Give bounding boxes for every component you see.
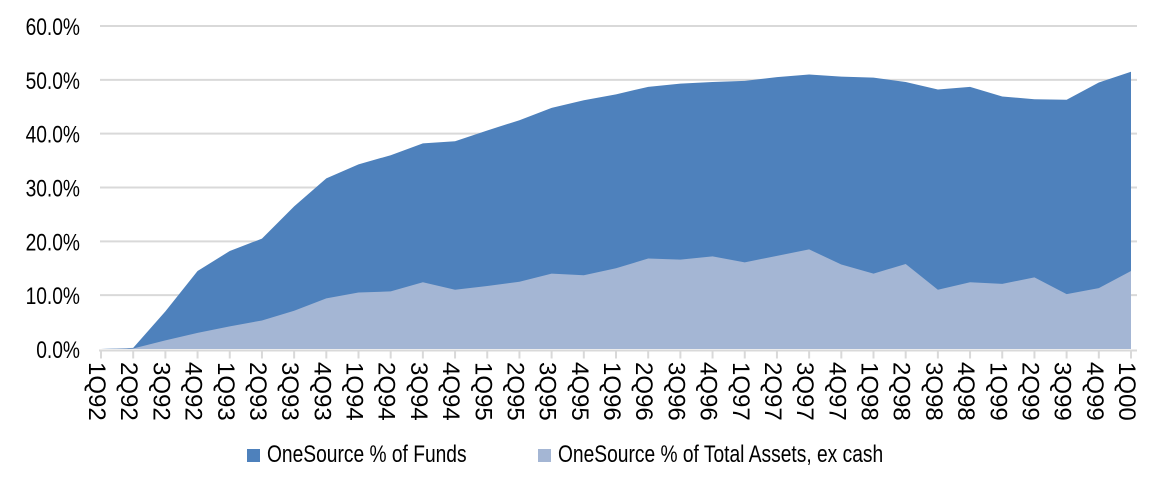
x-axis-label: 4Q95 xyxy=(566,362,593,421)
x-axis-label: 1Q92 xyxy=(83,362,110,421)
x-tick-marks xyxy=(100,351,1132,359)
x-axis-label: 4Q96 xyxy=(695,362,722,421)
x-axis-label: 3Q94 xyxy=(405,362,432,421)
y-axis-label: 50.0% xyxy=(26,67,80,95)
x-axis-label: 2Q92 xyxy=(115,362,142,421)
chart-legend: OneSource % of Funds OneSource % of Tota… xyxy=(0,443,1152,467)
y-axis-labels: 0.0% 10.0% 20.0% 30.0% 40.0% 50.0% 60.0% xyxy=(26,13,80,364)
x-axis-label: 3Q92 xyxy=(147,362,174,421)
x-axis-label: 1Q99 xyxy=(984,362,1011,421)
legend-label-assets: OneSource % of Total Assets, ex cash xyxy=(558,441,884,468)
y-axis-label-group: 20.0% xyxy=(26,228,80,256)
y-axis-label-group: 50.0% xyxy=(26,67,80,95)
x-axis-label: 1Q97 xyxy=(727,362,754,421)
y-axis-label: 30.0% xyxy=(26,174,80,202)
x-axis-label: 3Q97 xyxy=(791,362,818,421)
x-axis-label: 1Q93 xyxy=(212,362,239,421)
series-area-assets xyxy=(101,249,1131,349)
legend-label-funds: OneSource % of Funds xyxy=(267,441,467,468)
x-axis-label: 2Q95 xyxy=(501,362,528,421)
x-axis-label: 2Q99 xyxy=(1016,362,1043,421)
x-axis-label: 2Q97 xyxy=(759,362,786,421)
x-axis-label: 1Q98 xyxy=(856,362,883,421)
y-axis-label: 60.0% xyxy=(26,13,80,41)
y-axis-label-group: 10.0% xyxy=(26,282,80,310)
y-axis-label-group: 0.0% xyxy=(36,336,80,364)
y-axis-label: 0.0% xyxy=(36,336,80,364)
x-axis-labels: 1Q92 2Q92 3Q92 4Q92 1Q93 2Q93 3Q93 4Q93 1Q94 2Q94… xyxy=(83,362,1140,421)
x-axis-label: 1Q96 xyxy=(598,362,625,421)
y-axis-label-group: 40.0% xyxy=(26,121,80,149)
x-axis-label: 4Q98 xyxy=(952,362,979,421)
x-axis-label: 3Q93 xyxy=(276,362,303,421)
x-axis-label: 1Q94 xyxy=(341,362,368,421)
x-axis-label: 3Q96 xyxy=(662,362,689,421)
x-axis-label: 2Q98 xyxy=(888,362,915,421)
x-axis-label: 3Q99 xyxy=(1049,362,1076,421)
x-axis-label: 4Q94 xyxy=(437,362,464,421)
legend-swatch-funds-icon xyxy=(247,448,260,462)
y-axis-label: 10.0% xyxy=(26,282,80,310)
x-axis-label: 3Q98 xyxy=(920,362,947,421)
x-axis-label: 4Q93 xyxy=(308,362,335,421)
series-areas xyxy=(101,71,1131,349)
legend-item-funds: OneSource % of Funds xyxy=(247,443,516,467)
x-axis-label: 2Q93 xyxy=(244,362,271,421)
y-axis-label-group: 30.0% xyxy=(26,174,80,202)
x-axis-label: 1Q95 xyxy=(469,362,496,421)
y-axis-label: 20.0% xyxy=(26,228,80,256)
x-axis-label: 4Q97 xyxy=(823,362,850,421)
legend-swatch-assets-icon xyxy=(538,448,551,462)
x-axis-label: 2Q94 xyxy=(373,362,400,421)
x-axis-label: 4Q99 xyxy=(1081,362,1108,421)
legend-item-assets: OneSource % of Total Assets, ex cash xyxy=(538,443,964,467)
y-axis-label-group: 60.0% xyxy=(26,13,80,41)
x-axis-label: 1Q00 xyxy=(1113,362,1140,421)
x-axis-label: 4Q92 xyxy=(180,362,207,421)
y-axis-label: 40.0% xyxy=(26,121,80,149)
area-chart-plot: 1Q92 2Q92 3Q92 4Q92 1Q93 2Q93 3Q93 4Q93 1Q94 2Q94… xyxy=(26,13,1140,421)
x-axis-label: 3Q95 xyxy=(534,362,561,421)
x-axis-label: 2Q96 xyxy=(630,362,657,421)
